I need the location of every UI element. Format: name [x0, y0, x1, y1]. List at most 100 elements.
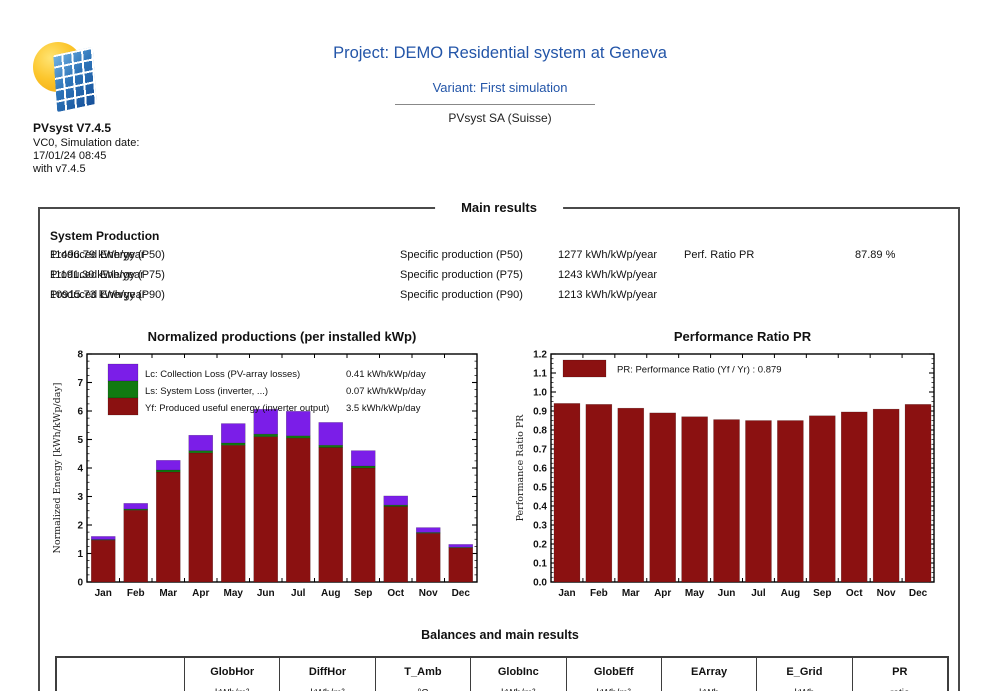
svg-text:0.4: 0.4	[533, 502, 547, 513]
svg-text:Aug: Aug	[781, 588, 800, 599]
simulation-meta: VC0, Simulation date: 17/01/24 08:45 wit…	[33, 137, 139, 176]
table-header-cell: E_Grid	[756, 658, 851, 686]
svg-text:0.3: 0.3	[533, 521, 547, 532]
specific-production-p75-label: Specific production (P75)	[400, 269, 523, 281]
svg-text:3: 3	[77, 492, 83, 503]
production-row-p90: Produced Energy (P90) 10915.73 kWh/year S…	[50, 289, 658, 301]
balances-table: GlobHor DiffHor T_Amb GlobInc GlobEff EArray E…	[55, 656, 949, 691]
table-units-cell: kWh/m²	[470, 686, 565, 691]
svg-text:May: May	[224, 588, 244, 599]
svg-text:Mar: Mar	[622, 588, 640, 599]
svg-text:Jul: Jul	[291, 588, 306, 599]
table-header-cell: T_Amb	[374, 658, 470, 686]
table-units-cell: kWh	[756, 686, 851, 691]
table-header-cell: GlobEff	[565, 658, 661, 686]
table-header-row: GlobHor DiffHor T_Amb GlobInc GlobEff EArray E…	[57, 658, 947, 686]
table-header-cell: DiffHor	[279, 658, 374, 686]
svg-text:0.41 kWh/kWp/day: 0.41 kWh/kWp/day	[346, 369, 426, 380]
table-units-cell: °C	[374, 686, 470, 691]
simulation-meta-line2: 17/01/24 08:45	[33, 150, 107, 162]
specific-production-p90-value: 1213 kWh/kWp/year	[558, 289, 658, 301]
svg-text:Nov: Nov	[419, 588, 438, 599]
perf-ratio-label: Perf. Ratio PR	[684, 249, 755, 261]
chart-normalized-productions: Normalized productions (per installed kW…	[52, 329, 478, 599]
svg-text:May: May	[685, 588, 705, 599]
table-units-cell	[57, 686, 184, 691]
svg-text:1.0: 1.0	[533, 388, 547, 399]
svg-text:Nov: Nov	[877, 588, 896, 599]
svg-text:Jan: Jan	[558, 588, 575, 599]
svg-text:Feb: Feb	[127, 588, 145, 599]
svg-text:5: 5	[77, 435, 83, 446]
svg-text:0.5: 0.5	[533, 483, 547, 494]
svg-text:Dec: Dec	[452, 588, 471, 599]
table-header-cell: EArray	[660, 658, 756, 686]
specific-production-p50-label: Specific production (P50)	[400, 249, 523, 261]
chart-performance-ratio: Performance Ratio PR Performance Ratio PR…	[515, 329, 935, 599]
specific-production-p90-label: Specific production (P90)	[400, 289, 523, 301]
svg-text:4: 4	[77, 464, 83, 475]
svg-text:1.2: 1.2	[533, 350, 547, 361]
svg-text:0.7: 0.7	[533, 445, 547, 456]
table-units-cell: kWh/m²	[184, 686, 279, 691]
system-production-title: System Production	[50, 229, 160, 243]
svg-text:Aug: Aug	[321, 588, 340, 599]
svg-text:0.9: 0.9	[533, 407, 547, 418]
svg-text:0.07 kWh/kWp/day: 0.07 kWh/kWp/day	[346, 386, 426, 397]
svg-text:Jul: Jul	[751, 588, 766, 599]
svg-text:Lc: Collection Loss (PV-array: Lc: Collection Loss (PV-array losses)	[145, 369, 300, 380]
table-header-cell: GlobInc	[470, 658, 565, 686]
simulation-meta-line3: with v7.4.5	[33, 163, 86, 175]
svg-text:0.2: 0.2	[533, 540, 547, 551]
balances-section-title: Balances and main results	[421, 628, 579, 642]
svg-text:Performance Ratio PR: Performance Ratio PR	[674, 329, 812, 344]
svg-text:Jan: Jan	[95, 588, 112, 599]
svg-text:Normalized Energy [kWh/kWp/day: Normalized Energy [kWh/kWp/day]	[52, 383, 63, 554]
main-results-box: Main results System Production Produced …	[38, 200, 960, 691]
svg-text:Ls: System Loss (inverter, ..: Ls: System Loss (inverter, ...)	[145, 386, 268, 397]
variant-title: Variant: First simulation	[432, 80, 568, 95]
svg-text:Dec: Dec	[909, 588, 928, 599]
table-header-cell	[57, 658, 184, 686]
specific-production-p50-value: 1277 kWh/kWp/year	[558, 249, 658, 261]
svg-text:Sep: Sep	[354, 588, 372, 599]
svg-text:3.5 kWh/kWp/day: 3.5 kWh/kWp/day	[346, 403, 421, 414]
svg-text:0: 0	[77, 578, 83, 589]
project-title: Project: DEMO Residential system at Gene…	[333, 44, 667, 62]
svg-text:Oct: Oct	[846, 588, 863, 599]
svg-text:Apr: Apr	[192, 588, 209, 599]
app-version: PVsyst V7.4.5	[33, 121, 112, 135]
svg-text:Sep: Sep	[813, 588, 831, 599]
svg-text:Performance Ratio PR: Performance Ratio PR	[515, 414, 526, 522]
perf-ratio-value: 87.89 %	[855, 249, 896, 261]
table-header-cell: GlobHor	[184, 658, 279, 686]
svg-text:1.1: 1.1	[533, 369, 547, 380]
table-units-cell: kWh/m²	[565, 686, 661, 691]
svg-text:0.6: 0.6	[533, 464, 547, 475]
simulation-meta-line1: VC0, Simulation date:	[33, 137, 140, 149]
svg-text:0.1: 0.1	[533, 559, 547, 570]
main-results-section-title: Main results	[435, 200, 563, 215]
production-row-p50: Produced Energy (P50) 11496.79 kWh/year S…	[50, 249, 896, 261]
table-units-row: kWh/m²kWh/m²°CkWh/m²kWh/m²kWhkWhratio	[57, 686, 947, 691]
table-header-cell: PR	[851, 658, 947, 686]
svg-text:2: 2	[77, 521, 83, 532]
svg-text:8: 8	[77, 350, 83, 361]
svg-text:0.0: 0.0	[533, 578, 547, 589]
svg-text:Feb: Feb	[590, 588, 608, 599]
svg-text:Apr: Apr	[654, 588, 671, 599]
production-row-p75: Produced Energy (P75) 11191.30 kWh/year S…	[50, 269, 658, 281]
svg-text:7: 7	[77, 378, 83, 389]
table-units-cell: kWh/m²	[279, 686, 374, 691]
table-units-cell: ratio	[851, 686, 947, 691]
svg-text:Oct: Oct	[387, 588, 404, 599]
svg-text:Normalized productions (per in: Normalized productions (per installed kW…	[148, 329, 417, 344]
svg-text:1: 1	[77, 549, 83, 560]
svg-text:PR: Performance Ratio (Yf / Yr: PR: Performance Ratio (Yf / Yr) : 0.879	[617, 365, 782, 376]
svg-text:Yf: Produced useful energy (i: Yf: Produced useful energy (inverter out…	[145, 403, 329, 414]
header-divider	[395, 104, 595, 105]
specific-production-p75-value: 1243 kWh/kWp/year	[558, 269, 658, 281]
svg-text:Jun: Jun	[257, 588, 275, 599]
company-name: PVsyst SA (Suisse)	[448, 111, 552, 125]
